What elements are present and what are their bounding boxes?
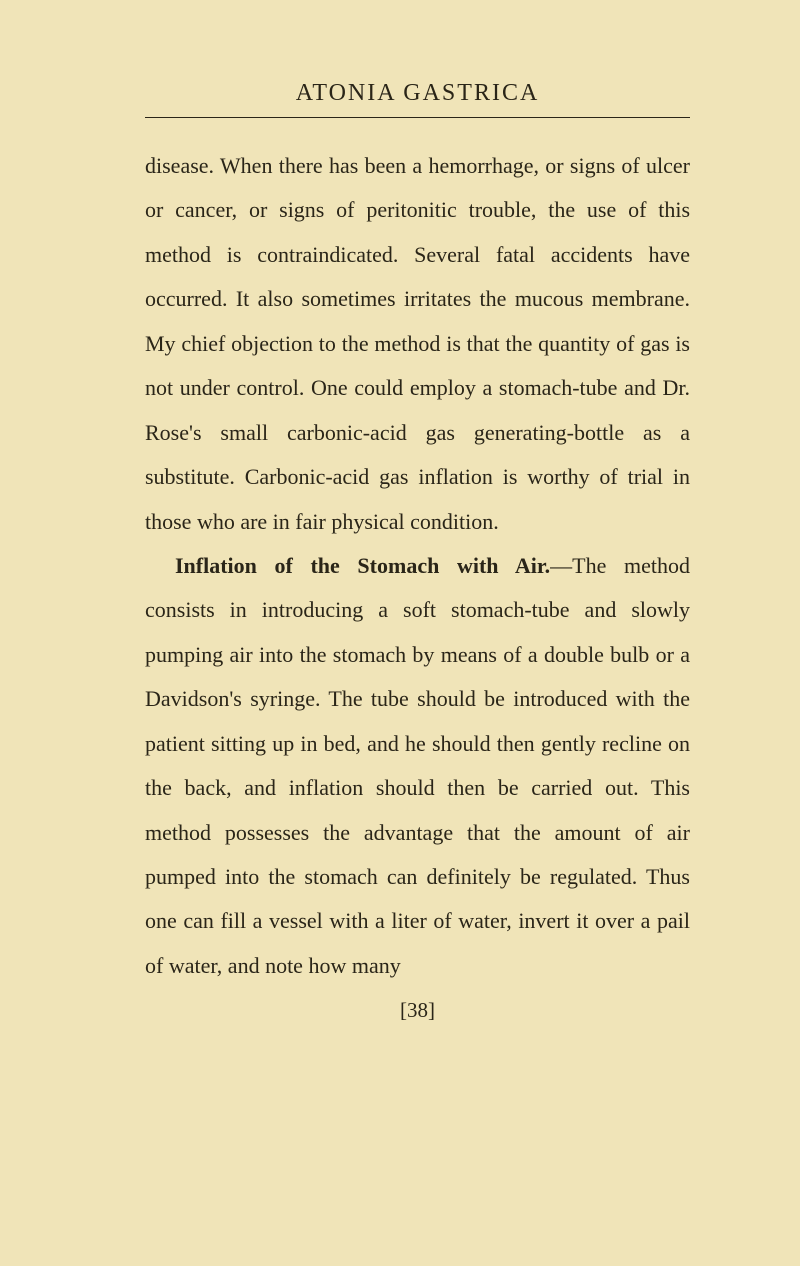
section-heading-inflation-air: Inflation of the Stomach with Air. [175,553,550,578]
body-text: disease. When there has been a hemorrhag… [145,144,690,988]
page-title: ATONIA GASTRICA [145,80,690,107]
paragraph-1: disease. When there has been a hemorrhag… [145,144,690,544]
paragraph-2-rest: —The method consists in introducing a so… [145,553,690,978]
page-container: ATONIA GASTRICA disease. When there has … [0,0,800,1266]
paragraph-2: Inflation of the Stomach with Air.—The m… [145,544,690,988]
header-rule [145,117,690,118]
page-number: [38] [145,998,690,1023]
